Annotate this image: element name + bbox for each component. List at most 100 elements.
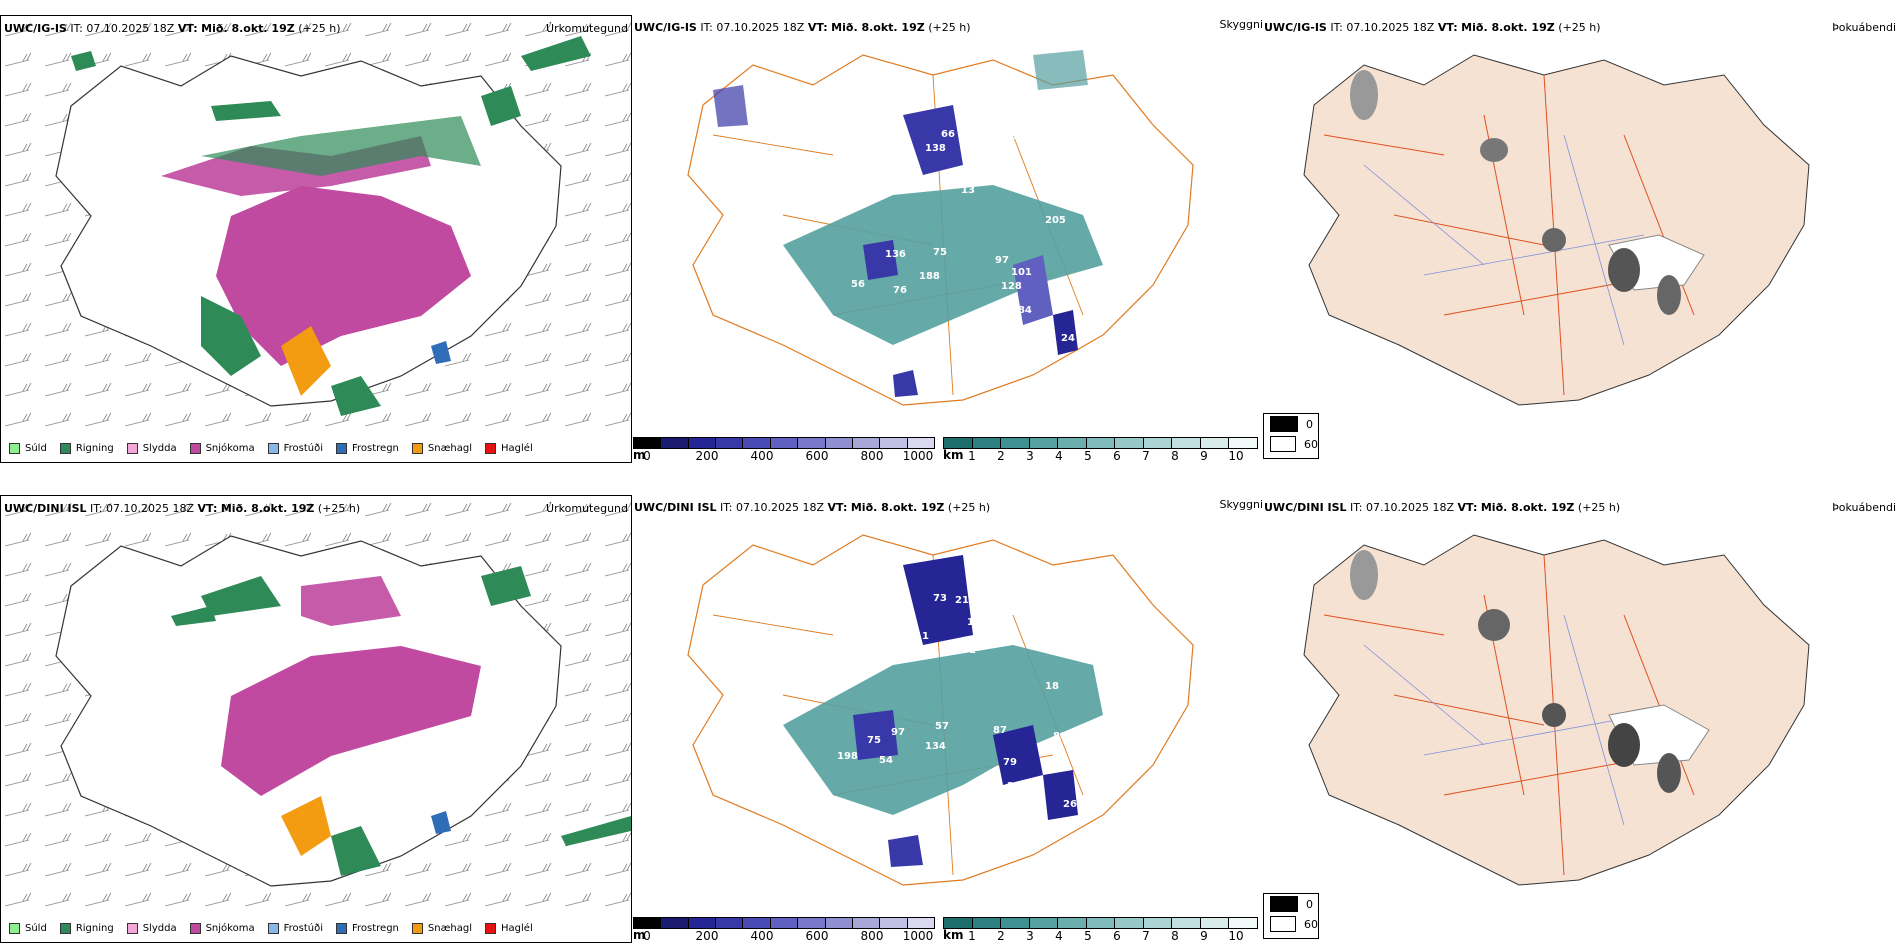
tick-label: 1000 [902, 929, 934, 943]
legend-item: Frostúði [267, 443, 323, 454]
vis-value: 53 [973, 573, 987, 584]
lead-time: (+25 h) [947, 501, 991, 514]
vis-value: 56 [851, 279, 865, 290]
vis-value: 07 [883, 171, 897, 182]
tick-label: 2 [997, 929, 1005, 943]
precip-legend-bottom: Súld Rigning Slydda Snjókoma Frostúði Fr… [9, 923, 546, 934]
vis-value: 138 [925, 143, 946, 154]
vis-value: 218 [955, 595, 976, 606]
vt-value: Mið. 8.okt. 19Z [1480, 501, 1575, 514]
legend-label: Haglél [501, 923, 533, 934]
fog-header-bottom: UWC/DINI ISL IT: 07.10.2025 18Z VT: Mið.… [1264, 501, 1620, 514]
tick-label: 9 [1200, 929, 1208, 943]
it-label: IT: [1330, 21, 1343, 34]
visibility-map-bottom [687, 534, 1194, 886]
tick-label: 7 [1142, 449, 1150, 463]
precip-header-bottom: UWC/DINI ISL IT: 07.10.2025 18Z VT: Mið.… [4, 502, 360, 515]
colorbar-ticks: 1 2 3 4 5 6 7 8 9 10 [943, 929, 1258, 943]
colorbar-cells [943, 917, 1258, 929]
colorbar-ticks: 0 200 400 600 800 1000 [633, 449, 935, 463]
visibility-header-top: UWC/IG-IS IT: 07.10.2025 18Z VT: Mið. 8.… [634, 21, 970, 34]
tick-label: 5 [1084, 449, 1092, 463]
tick-label: 5 [1084, 929, 1092, 943]
legend-label: 60 [1304, 917, 1318, 931]
legend-label: Snjókoma [205, 923, 255, 934]
vis-value: 02 [1143, 145, 1157, 156]
fog-panel-bottom: UWC/DINI ISL IT: 07.10.2025 18Z VT: Mið.… [1263, 495, 1900, 943]
legend-item: Rigning [59, 923, 114, 934]
tick-label: 200 [695, 449, 719, 463]
precip-title-top: Úrkomutegund [546, 22, 628, 35]
it-label: IT: [1350, 501, 1363, 514]
legend-swatch [1270, 436, 1296, 452]
fog-legend-item: 60 [1264, 434, 1318, 454]
tick-label: 8 [1171, 449, 1179, 463]
it-label: IT: [720, 501, 733, 514]
legend-item: Frostregn [336, 923, 399, 934]
visibility-colorbar-km-bottom: 1 2 3 4 5 6 7 8 9 10 km [943, 917, 1258, 943]
legend-swatch [336, 923, 347, 934]
vt-label: VT: [807, 21, 828, 34]
visibility-colorbar-km-top: 1 2 3 4 5 6 7 8 9 10 km [943, 437, 1258, 463]
vis-value: 24 [1061, 333, 1075, 344]
tick-label: 600 [805, 929, 829, 943]
visibility-panel-top: UWC/IG-IS IT: 07.10.2025 18Z VT: Mið. 8.… [633, 15, 1263, 463]
legend-item: Slydda [126, 443, 177, 454]
fog-legend-item: 0 [1264, 414, 1318, 434]
vis-value: 95 [927, 853, 941, 864]
vis-value: 160 [1041, 605, 1062, 616]
model-name: UWC/IG-IS [634, 21, 697, 34]
vt-label: VT: [197, 502, 218, 515]
legend-label: Frostregn [352, 923, 399, 934]
legend-item: Rigning [59, 443, 114, 454]
vis-value: 26 [1063, 799, 1077, 810]
vis-value: 57 [935, 721, 949, 732]
model-name: UWC/IG-IS [4, 22, 67, 35]
legend-swatch [59, 923, 71, 934]
vis-value: 284 [1011, 305, 1032, 316]
vis-value: 75 [933, 247, 947, 258]
vis-value: 73 [933, 593, 947, 604]
tick-label: 0 [643, 449, 651, 463]
tick-label: 0 [643, 929, 651, 943]
tick-label: 3 [1026, 449, 1034, 463]
it-label: IT: [700, 21, 713, 34]
legend-swatch [411, 443, 423, 454]
legend-swatch [59, 443, 71, 454]
vis-value: 97 [891, 727, 905, 738]
vis-value: 136 [885, 249, 906, 260]
vis-value: 162 [967, 617, 988, 628]
visibility-map-top [687, 50, 1194, 406]
colorbar-unit: km [943, 448, 964, 462]
legend-item: Snjókoma [189, 923, 255, 934]
legend-item: Haglél [485, 443, 533, 454]
fog-title-top: Þokuábendi [1832, 21, 1896, 34]
vis-value: 66 [941, 129, 955, 140]
fog-legend-top: 0 60 [1263, 413, 1319, 459]
tick-label: 7 [1142, 929, 1150, 943]
vt-label: VT: [827, 501, 848, 514]
precip-title-bottom: Úrkomutegund [546, 502, 628, 515]
colorbar-unit: km [943, 928, 964, 942]
legend-swatch [336, 443, 347, 454]
lead-time: (+25 h) [1558, 21, 1601, 34]
vis-value: 2 [851, 169, 858, 180]
tick-label: 6 [1113, 449, 1121, 463]
colorbar-unit: m [633, 448, 646, 462]
tick-label: 800 [860, 449, 884, 463]
legend-label: Slydda [142, 443, 177, 454]
vis-value: 11 [915, 631, 929, 642]
model-name: UWC/DINI ISL [4, 502, 87, 515]
tick-label: 8 [1171, 929, 1179, 943]
fog-legend-item: 60 [1264, 914, 1318, 934]
vis-value: 75 [867, 735, 881, 746]
tick-label: 1000 [902, 449, 934, 463]
tick-label: 9 [1200, 449, 1208, 463]
visibility-panel-bottom: UWC/DINI ISL IT: 07.10.2025 18Z VT: Mið.… [633, 495, 1263, 943]
legend-label: 60 [1304, 437, 1318, 451]
legend-item: Snæhagl [411, 923, 472, 934]
vis-value: 18 [1045, 681, 1059, 692]
legend-swatch [126, 443, 138, 454]
legend-item: Súld [9, 923, 47, 934]
lead-time: (+25 h) [928, 21, 971, 34]
